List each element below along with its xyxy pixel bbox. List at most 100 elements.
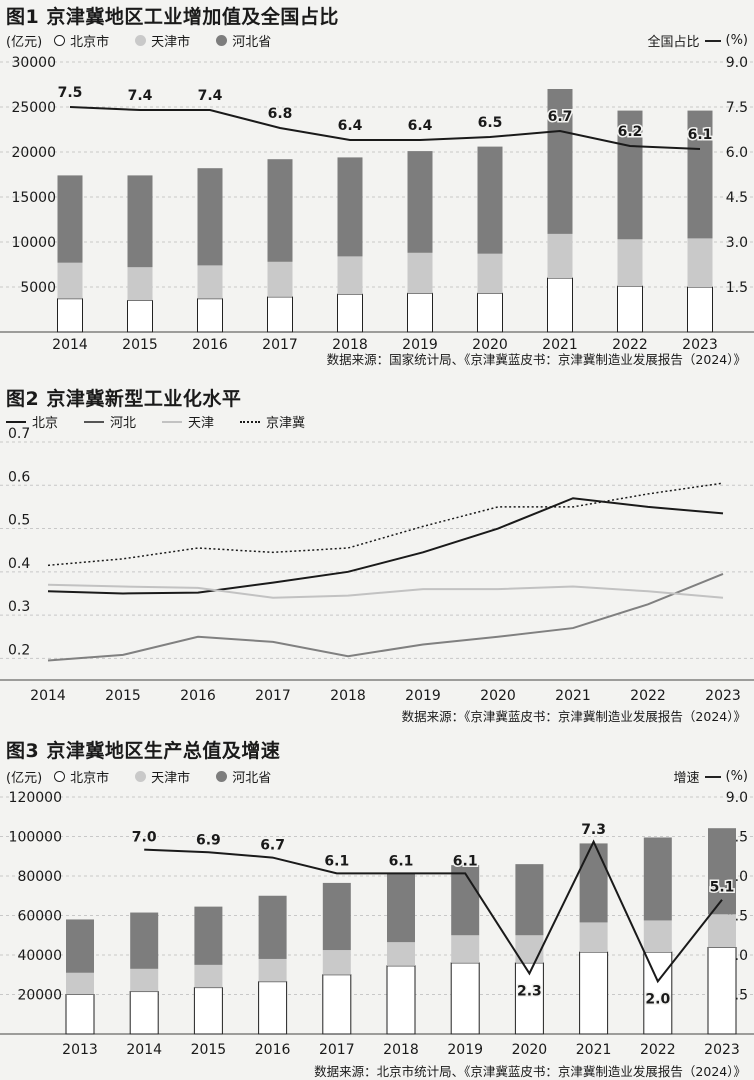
data-label: 6.1: [324, 853, 349, 869]
legend-swatch: [216, 35, 228, 46]
y-tick-label: 30000: [11, 55, 56, 71]
x-tick-label: 2015: [122, 337, 158, 353]
legend-item: 北京: [6, 412, 58, 431]
data-label: 6.8: [268, 106, 293, 122]
bar-segment: [267, 261, 293, 297]
bar-segment: [322, 882, 351, 951]
x-tick-label: 2014: [126, 1042, 162, 1058]
line-legend-swatch: [704, 775, 721, 778]
legend-label: 北京市: [70, 35, 110, 50]
y-tick-label: 5000: [20, 280, 56, 296]
x-tick-label: 2019: [447, 1042, 483, 1058]
legend-swatch: [135, 35, 147, 46]
x-tick-label: 2017: [262, 337, 298, 353]
legend-swatch: [162, 420, 183, 423]
legend-item: 河北省: [216, 767, 271, 786]
x-tick-label: 2022: [630, 688, 666, 704]
legend-item: 京津冀: [240, 412, 305, 431]
bar-segment: [687, 238, 713, 287]
data-label: 2.0: [645, 991, 670, 1007]
bar-segment: [450, 962, 480, 1035]
source-note: 数据来源：国家统计局、《京津冀蓝皮书：京津冀制造业发展报告（2024）》: [326, 352, 746, 367]
source-note: 数据来源：《京津冀蓝皮书：京津冀制造业发展报告（2024）》: [401, 709, 746, 724]
chart-plot: 0.2 0.3 0.4 0.5 0.6 0.7 2014 2015 2016 2017 2018 20…: [0, 426, 754, 704]
x-tick-label: 2022: [640, 1042, 676, 1058]
bar-segment: [547, 277, 573, 333]
y-tick-label: 100000: [9, 830, 62, 846]
legend: 北京 河北 天津 京津冀: [6, 412, 331, 431]
bar-segment: [57, 262, 83, 299]
bar-segment: [579, 951, 609, 1035]
legend-label: 天津市: [151, 35, 191, 50]
data-label: 6.4: [338, 118, 363, 134]
bar-segment: [407, 292, 433, 333]
x-tick-label: 2023: [682, 337, 718, 353]
line-legend-swatch: [704, 39, 721, 42]
legend-item: 天津市: [135, 31, 190, 50]
bar-segment: [66, 919, 94, 973]
data-label: 7.3: [581, 822, 606, 838]
data-label: 7.4: [198, 88, 223, 104]
legend-swatch: [84, 420, 105, 423]
x-tick-label: 2013: [62, 1042, 98, 1058]
bar-segment: [477, 253, 503, 294]
x-tick-label: 2022: [612, 337, 648, 353]
right-axis-unit: (%): [725, 769, 749, 784]
y2-tick-label: 6.0: [726, 145, 748, 161]
legend-label: 河北省: [232, 35, 272, 50]
bar-segment: [579, 922, 608, 953]
legend-label: 北京: [32, 416, 59, 431]
x-tick-label: 2023: [705, 688, 741, 704]
line-series: [47, 573, 724, 662]
bar-segment: [258, 981, 288, 1035]
source-note: 数据来源：北京市统计局、《京津冀蓝皮书：京津冀制造业发展报告（2024）》: [314, 1064, 746, 1079]
bar-segment: [127, 267, 153, 301]
bar-segment: [708, 914, 736, 948]
bar-segment: [515, 864, 544, 936]
bar-segment: [194, 964, 223, 988]
bar-segment: [258, 958, 287, 982]
legend-swatch: [54, 35, 66, 46]
y-tick-label: 80000: [17, 869, 62, 885]
line-series: [47, 482, 724, 567]
bar-segment: [579, 843, 608, 923]
right-axis-legend: 增速 (%): [673, 767, 748, 786]
x-tick-label: 2021: [576, 1042, 612, 1058]
data-label: 7.5: [58, 85, 83, 101]
data-label: 2.3: [517, 983, 542, 999]
x-tick-label: 2016: [180, 688, 216, 704]
data-label: 6.7: [548, 109, 573, 125]
x-tick-label: 2021: [555, 688, 591, 704]
bar-segment: [477, 146, 503, 254]
x-tick-label: 2016: [192, 337, 228, 353]
bar-segment: [194, 906, 223, 965]
line-legend-label: 增速: [673, 771, 700, 786]
bar-segment: [267, 296, 293, 333]
y-tick-label: 0.4: [8, 556, 30, 572]
data-label: 6.5: [478, 115, 503, 131]
legend-item: 河北: [84, 412, 136, 431]
x-tick-label: 2018: [330, 688, 366, 704]
bar-segment: [258, 895, 287, 959]
right-axis-unit: (%): [725, 33, 749, 48]
bar-segment: [407, 252, 433, 294]
data-label: 5.1: [710, 880, 735, 896]
bar-segment: [66, 972, 94, 995]
line-legend-label: 全国占比: [647, 35, 700, 50]
legend: (亿元) 北京市 天津市 河北省: [6, 31, 297, 50]
legend-swatch: [240, 420, 261, 423]
data-label: 7.0: [132, 830, 157, 846]
chart-plot: 5000 10000 15000 20000 25000 30000 1.5 3.0 4.5 6.…: [0, 55, 754, 353]
chart-panel-3: 图3 京津冀地区生产总值及增速 (亿元) 北京市 天津市 河北省 增速 (%) …: [0, 734, 754, 1080]
bar-segment: [197, 298, 223, 333]
chart-panel-1: 图1 京津冀地区工业增加值及全国占比 (亿元) 北京市 天津市 河北省 全国占比…: [0, 0, 754, 378]
x-tick-label: 2020: [512, 1042, 548, 1058]
chart-title: 图2 京津冀新型工业化水平: [6, 388, 242, 410]
legend-label: 天津市: [151, 771, 191, 786]
bar-segment: [407, 151, 433, 253]
legend-label: 河北: [110, 416, 137, 431]
y-tick-label: 120000: [9, 790, 62, 806]
bar-segment: [451, 935, 480, 963]
x-tick-label: 2020: [480, 688, 516, 704]
x-tick-label: 2016: [255, 1042, 291, 1058]
